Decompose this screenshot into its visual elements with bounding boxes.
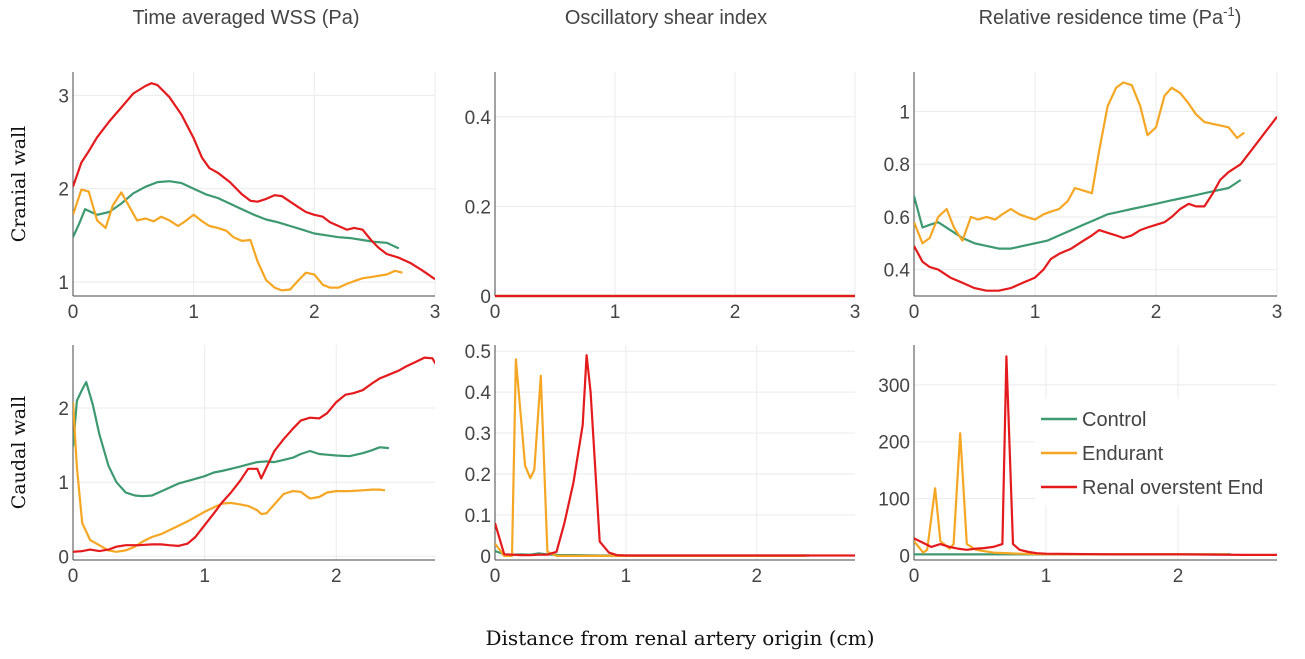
legend-label: Endurant: [1082, 443, 1164, 465]
x-tick-label: 2: [752, 566, 763, 587]
column-title-text: Time averaged WSS (Pa): [132, 7, 359, 29]
column-title-2: Oscillatory shear index: [565, 7, 767, 29]
series-line-renal-overstent-end: [914, 116, 1277, 292]
y-tick-label: 0.3: [465, 424, 491, 445]
series-group: [73, 82, 435, 292]
x-tick-label: 3: [1272, 302, 1283, 323]
x-tick-label: 1: [621, 566, 632, 587]
column-title-suffix: ): [1235, 7, 1242, 29]
legend-label: Control: [1082, 409, 1146, 431]
legend-item[interactable]: Control: [1041, 409, 1146, 431]
x-tick-label: 3: [850, 302, 861, 323]
series-line-endurant: [73, 402, 386, 553]
column-title-3: Relative residence time (Pa-1): [979, 4, 1242, 29]
column-titles: Time averaged WSS (Pa) Oscillatory shear …: [132, 4, 1241, 29]
x-tick-label: 1: [199, 566, 210, 587]
y-tick-label: 0.4: [465, 383, 492, 404]
y-tick-label: 100: [878, 490, 910, 511]
x-tick-label: 0: [490, 302, 501, 323]
x-tick-label: 3: [430, 302, 441, 323]
series-group: [914, 355, 1277, 556]
y-tick-label: 1: [58, 473, 69, 494]
series-group: [914, 81, 1277, 292]
series-line-renal-overstent-end: [914, 355, 1277, 556]
x-tick-label: 0: [490, 566, 501, 587]
y-tick-label: 2: [58, 180, 69, 201]
y-tick-label: 0: [480, 547, 491, 568]
series-line-control: [73, 381, 389, 498]
panel-r2-c1: 0 1 2 0 1 2: [58, 345, 435, 587]
x-tick-label: 0: [68, 566, 79, 587]
series-group: [73, 356, 435, 553]
series-line-endurant: [73, 188, 403, 292]
panel-r1-c2: 0 1 2 3 0 0.2 0.4: [465, 72, 861, 323]
x-tick-label: 1: [1030, 302, 1041, 323]
x-axis-title: Distance from renal artery origin (cm): [486, 626, 875, 650]
y-tick-label: 0.6: [884, 208, 910, 229]
y-tick-label: 0.4: [465, 108, 492, 129]
x-tick-label: 2: [1173, 566, 1184, 587]
row-label-1: Cranial wall: [8, 126, 30, 242]
y-tick-label: 3: [58, 86, 69, 107]
y-tick-label: 1: [58, 273, 69, 294]
legend-item[interactable]: Renal overstent End: [1041, 477, 1263, 499]
series-line-endurant: [495, 358, 806, 557]
x-tick-label: 0: [909, 566, 920, 587]
legend-label: Renal overstent End: [1082, 477, 1263, 499]
x-tick-label: 1: [610, 302, 621, 323]
series-line-renal-overstent-end: [73, 356, 435, 553]
legend: Control Endurant Renal overstent End: [1035, 399, 1285, 505]
x-tick-label: 2: [1151, 302, 1162, 323]
series-line-renal-overstent-end: [73, 82, 435, 281]
row-labels: Cranial wall Caudal wall: [8, 126, 30, 509]
x-tick-label: 1: [188, 302, 199, 323]
column-title-superscript: -1: [1223, 4, 1235, 19]
x-tick-label: 2: [331, 566, 342, 587]
row-label-2: Caudal wall: [8, 396, 30, 509]
y-tick-label: 0.1: [465, 506, 491, 527]
column-title-text: Relative residence time (Pa: [979, 7, 1224, 29]
y-tick-label: 200: [878, 433, 910, 454]
panel-r1-c1: 0 1 2 3 1 2 3: [58, 72, 440, 323]
series-line-renal-overstent-end: [495, 354, 855, 557]
y-tick-label: 0.4: [884, 261, 911, 282]
y-tick-label: 1: [899, 103, 910, 124]
series-line-control: [73, 180, 400, 250]
subplot-grid: 0 1 2 3 1 2 3 0 1 2 3 0 0.2 0.4 0 1 2 3 0.4 0.6 0.8 1 0 1 2 0 1 2 0 1…: [58, 72, 1282, 587]
y-tick-label: 0.2: [465, 465, 491, 486]
x-tick-label: 1: [1041, 566, 1052, 587]
y-tick-label: 300: [878, 376, 910, 397]
x-tick-label: 0: [909, 302, 920, 323]
panel-r1-c3: 0 1 2 3 0.4 0.6 0.8 1: [884, 72, 1283, 323]
y-tick-label: 0.2: [465, 197, 491, 218]
x-tick-label: 2: [309, 302, 320, 323]
series-line-endurant: [914, 81, 1245, 245]
y-tick-label: 0: [58, 547, 69, 568]
y-tick-label: 0: [899, 546, 910, 567]
y-tick-label: 2: [58, 399, 69, 420]
panel-r2-c2: 0 1 2 0 0.1 0.2 0.3 0.4 0.5: [465, 342, 855, 587]
column-title-1: Time averaged WSS (Pa): [132, 7, 359, 29]
y-tick-label: 0: [480, 287, 491, 308]
y-tick-label: 0.5: [465, 342, 491, 363]
column-title-text: Oscillatory shear index: [565, 7, 767, 29]
x-tick-label: 0: [68, 302, 79, 323]
y-tick-label: 0.8: [884, 155, 910, 176]
legend-item[interactable]: Endurant: [1041, 443, 1164, 465]
series-group: [495, 354, 855, 557]
x-tick-label: 2: [730, 302, 741, 323]
